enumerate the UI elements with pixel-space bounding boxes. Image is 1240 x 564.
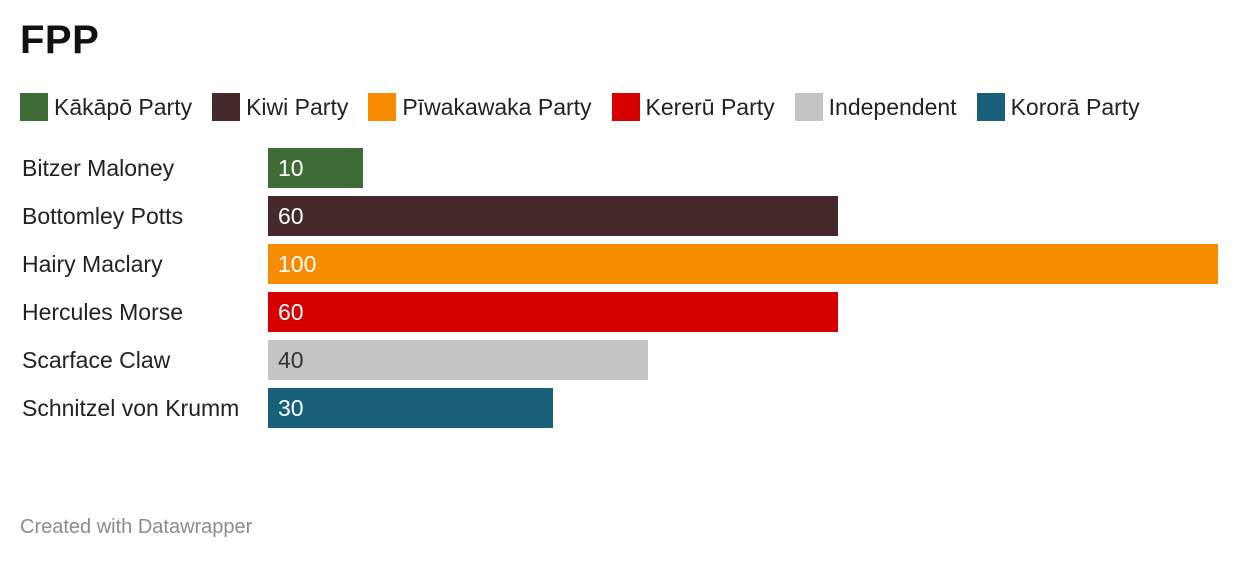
category-label: Bitzer Maloney	[22, 155, 175, 181]
chart-title: FPP	[20, 18, 100, 62]
category-label: Schnitzel von Krumm	[22, 395, 239, 421]
legend-label: Pīwakawaka Party	[402, 93, 592, 120]
category-label: Bottomley Potts	[22, 203, 183, 229]
legend-item: Independent	[794, 93, 957, 121]
legend-label: Kākāpō Party	[54, 93, 193, 120]
legend-swatch	[368, 93, 397, 121]
bar	[268, 148, 363, 188]
legend-swatch	[611, 93, 640, 121]
legend-swatch	[976, 93, 1005, 121]
category-label: Scarface Claw	[22, 347, 171, 373]
data-label: 60	[278, 299, 304, 325]
legend-item: Kiwi Party	[212, 93, 348, 121]
legend-swatch	[794, 93, 823, 121]
legend-label: Independent	[828, 93, 957, 120]
category-label: Hercules Morse	[22, 299, 183, 325]
legend-label: Kiwi Party	[246, 93, 349, 120]
category-label: Hairy Maclary	[22, 251, 163, 277]
bar	[268, 244, 1218, 284]
chart-legend: Kākāpō Party Kiwi Party Pīwakawaka Party Ke…	[20, 90, 1160, 124]
legend-label: Kererū Party	[645, 93, 775, 120]
legend-item: Kererū Party	[611, 93, 775, 121]
bar	[268, 196, 838, 236]
datawrapper-credit: Created with Datawrapper	[20, 516, 253, 538]
legend-item: Kororā Party	[976, 93, 1140, 121]
bar	[268, 292, 838, 332]
data-label: 30	[278, 395, 304, 421]
legend-item: Kākāpō Party	[20, 93, 192, 121]
data-label: 10	[278, 155, 304, 181]
bar	[268, 388, 553, 428]
data-label: 40	[278, 347, 304, 373]
data-label: 100	[278, 251, 316, 277]
legend-swatch	[212, 93, 241, 121]
legend-item: Pīwakawaka Party	[368, 93, 592, 121]
bar	[268, 340, 648, 380]
bar-chart: Bitzer Maloney 10 Bottomley Potts 60 Hairy M…	[22, 148, 1218, 428]
legend-swatch	[20, 93, 48, 121]
data-label: 60	[278, 203, 304, 229]
legend-label: Kororā Party	[1010, 93, 1140, 120]
